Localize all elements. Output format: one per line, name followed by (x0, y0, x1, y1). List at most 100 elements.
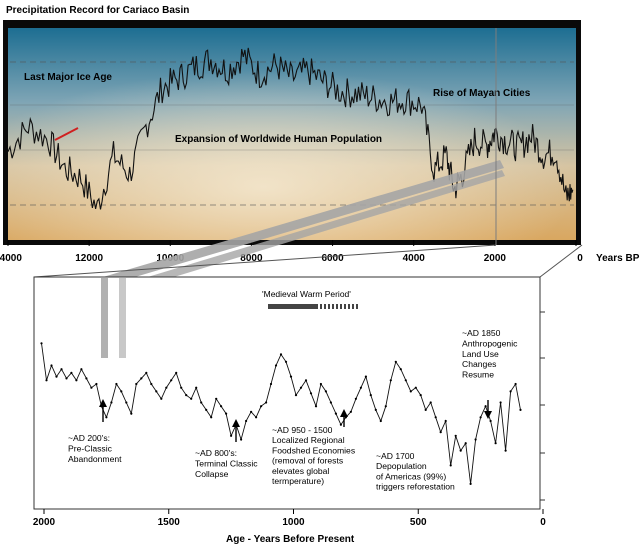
data-point (509, 390, 512, 393)
data-point (364, 375, 367, 378)
data-point (389, 379, 392, 382)
data-point (289, 375, 293, 378)
data-point (185, 394, 188, 397)
data-point (414, 386, 417, 389)
bottom-x-tick-label: 500 (410, 517, 427, 528)
data-point (180, 386, 183, 389)
data-point (45, 379, 48, 382)
annotation-population: Expansion of Worldwide Human Population (175, 134, 382, 145)
data-point (205, 408, 208, 411)
connector-band-left (103, 160, 504, 285)
data-point (309, 392, 313, 395)
medieval-label: 'Medieval Warm Period' (262, 289, 351, 299)
data-point (339, 423, 342, 426)
data-point (120, 390, 123, 393)
data-point (269, 382, 273, 386)
data-point (265, 401, 268, 404)
data-point (90, 386, 93, 389)
event-labels: ~AD 200's: Pre-Classic Abandonment ~AD 800'… (68, 328, 518, 492)
data-point (469, 482, 472, 485)
data-point (215, 397, 218, 400)
data-point (299, 386, 303, 389)
data-point (70, 371, 73, 374)
data-point (160, 397, 163, 400)
data-point (384, 405, 387, 408)
data-point (95, 382, 98, 386)
data-point (210, 416, 213, 419)
data-point (175, 371, 178, 374)
data-point (304, 379, 308, 382)
data-point (110, 401, 113, 404)
data-point (150, 382, 153, 386)
chart-title: Precipitation Record for Cariaco Basin (6, 5, 189, 16)
connector-band-right (121, 170, 505, 292)
data-point (374, 408, 377, 411)
data-point (130, 412, 133, 415)
data-point (314, 405, 318, 408)
data-point (170, 379, 173, 382)
bottom-x-tick-label: 0 (540, 517, 546, 528)
data-point (250, 410, 253, 413)
arrow-ad1850 (484, 400, 492, 419)
data-point (434, 416, 437, 419)
data-point (165, 386, 168, 389)
event-label: ~AD 1850 Anthropogenic Land Use Changes Resu… (462, 328, 518, 380)
top-x-tick-label: 0 (577, 253, 583, 264)
data-point (319, 382, 322, 386)
top-x-tick-label: 2000 (484, 253, 507, 264)
top-x-tick-label: 12000 (75, 253, 103, 264)
data-point (379, 419, 382, 423)
data-point (65, 377, 68, 380)
arrow-ad200 (99, 399, 107, 422)
data-point (504, 449, 507, 452)
bottom-y-ticks (540, 311, 545, 501)
precipitation-series-top (7, 47, 574, 210)
data-point (489, 419, 492, 423)
bottom-x-tick-label: 1500 (158, 517, 181, 528)
data-point (274, 364, 278, 367)
data-point (354, 397, 357, 400)
data-point (40, 342, 43, 345)
data-point (494, 442, 497, 445)
bottom-panel-frame (33, 276, 541, 510)
data-point (329, 401, 332, 404)
data-point (464, 442, 467, 445)
top-x-tick-label: 8000 (240, 253, 263, 264)
data-point (190, 397, 193, 400)
data-point (60, 368, 63, 371)
data-point (409, 390, 412, 393)
data-point (499, 401, 502, 404)
data-point (444, 419, 447, 423)
data-point (479, 416, 482, 419)
data-point (424, 408, 427, 411)
bottom-panel: 'Medieval Warm Period' (33, 276, 545, 510)
data-point (225, 412, 228, 415)
data-point (105, 416, 108, 419)
data-point (449, 464, 452, 467)
data-point (439, 431, 442, 434)
annotation-mayan: Rise of Mayan Cities (433, 88, 531, 99)
data-point (115, 382, 118, 386)
data-point (324, 390, 327, 393)
data-point (55, 375, 58, 378)
top-axis-unit: Years BP (596, 253, 640, 264)
data-point (80, 368, 83, 371)
annotation-ice-age: Last Major Ice Age (24, 72, 112, 83)
data-point (200, 401, 203, 404)
data-point (429, 401, 432, 404)
data-point (349, 410, 352, 413)
data-point (284, 360, 288, 363)
connector-lines (33, 28, 583, 292)
data-point (459, 449, 462, 452)
data-point (334, 412, 337, 415)
red-marker (54, 127, 79, 141)
data-point (85, 377, 88, 380)
data-point (294, 394, 298, 397)
data-point (125, 401, 128, 404)
data-point (75, 379, 78, 382)
data-point (514, 382, 517, 386)
data-point (195, 386, 198, 389)
data-point (279, 353, 283, 356)
data-point (260, 405, 263, 408)
data-point (230, 434, 233, 437)
